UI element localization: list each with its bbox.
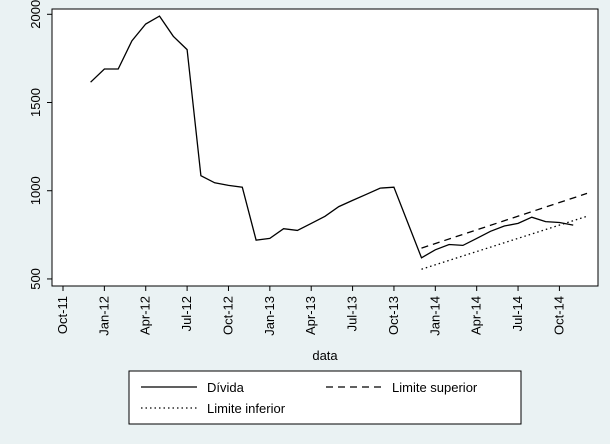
plot-area xyxy=(51,8,599,287)
x-tick-label: Apr-13 xyxy=(303,296,318,335)
series-line-limite-inferior xyxy=(421,215,588,270)
legend-label-divida: Dívida xyxy=(207,380,245,395)
x-tick-label: Oct-14 xyxy=(551,296,566,335)
x-axis-title: data xyxy=(312,348,338,363)
x-tick-label: Jan-14 xyxy=(427,296,442,336)
y-tick-label: 1500 xyxy=(28,88,43,117)
x-tick-label: Jan-12 xyxy=(96,296,111,336)
y-axis: 500 1000 1500 2000 xyxy=(28,0,52,290)
y-tick-label: 500 xyxy=(28,268,43,290)
x-tick-label: Jul-13 xyxy=(345,296,360,331)
x-tick-label: Jan-13 xyxy=(262,296,277,336)
x-tick-label: Oct-11 xyxy=(55,296,70,334)
x-tick-label: Jul-14 xyxy=(510,296,525,331)
series-layer xyxy=(90,15,588,270)
x-tick-label: Jul-12 xyxy=(179,296,194,331)
series-line-d-vida xyxy=(90,15,574,259)
y-tick-label: 2000 xyxy=(28,0,43,29)
x-tick-label: Apr-14 xyxy=(469,296,484,335)
x-tick-label: Oct-13 xyxy=(386,296,401,335)
y-tick-label: 1000 xyxy=(28,176,43,205)
x-axis: Oct-11 Jan-12 Apr-12 Jul-12 Oct-12 Jan-13 Apr-… xyxy=(55,286,566,336)
legend-box xyxy=(128,370,522,425)
series-line-limite-superior xyxy=(421,192,588,249)
legend-label-limite-inferior: Limite inferior xyxy=(207,401,286,416)
x-tick-label: Apr-12 xyxy=(138,296,153,335)
x-tick-label: Oct-12 xyxy=(220,296,235,335)
legend: Dívida Limite superior Limite inferior xyxy=(128,370,522,425)
legend-label-limite-superior: Limite superior xyxy=(392,380,478,395)
